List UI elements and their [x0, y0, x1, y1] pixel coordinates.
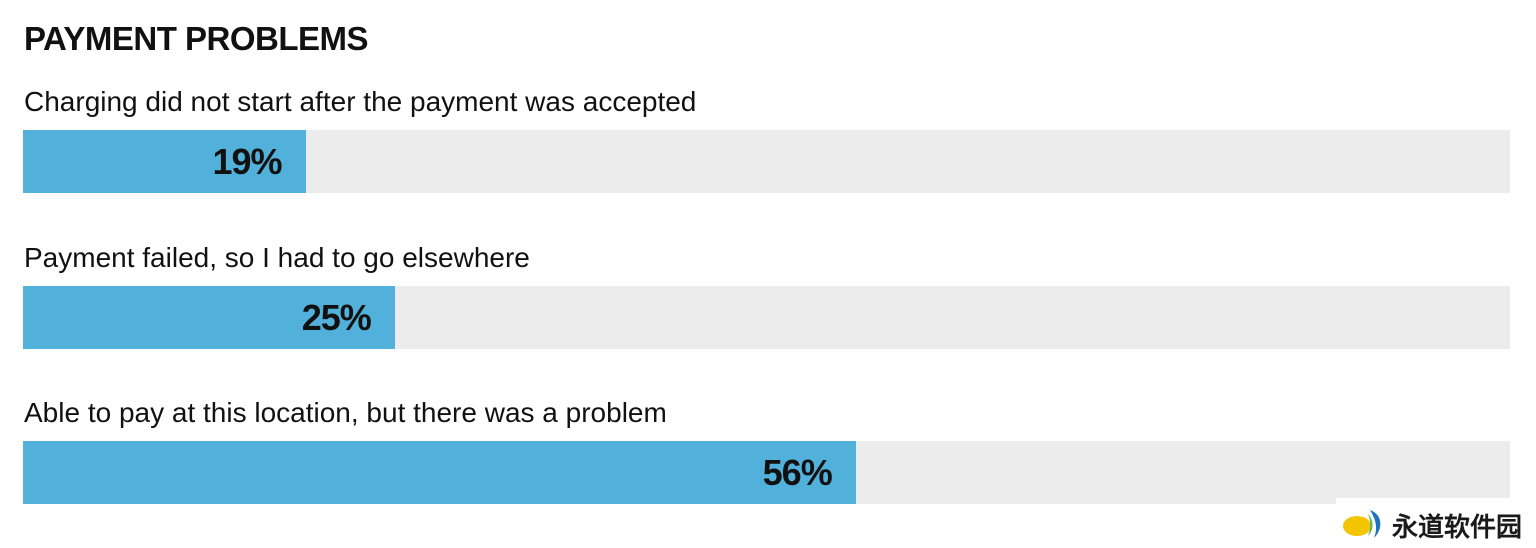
category-label: Able to pay at this location, but there … — [24, 397, 667, 428]
bar-track: 19% — [23, 130, 1510, 193]
category-label: Charging did not start after the payment… — [24, 86, 697, 117]
data-label: 19% — [212, 140, 282, 182]
bar-track: 25% — [23, 286, 1510, 349]
data-label: 25% — [301, 296, 372, 338]
bar: 19% — [23, 130, 306, 193]
watermark-text: 永道软件园 — [1392, 513, 1523, 543]
bar: 25% — [23, 286, 395, 349]
watermark: 永道软件园 — [1336, 498, 1536, 548]
leaf-logo-icon — [1343, 510, 1381, 538]
category-label: Payment failed, so I had to go elsewhere — [24, 242, 530, 273]
bar: 56% — [23, 441, 856, 504]
data-label: 56% — [762, 451, 833, 493]
chart-title: PAYMENT PROBLEMS — [24, 20, 369, 57]
bar-track: 56% — [23, 441, 1510, 504]
